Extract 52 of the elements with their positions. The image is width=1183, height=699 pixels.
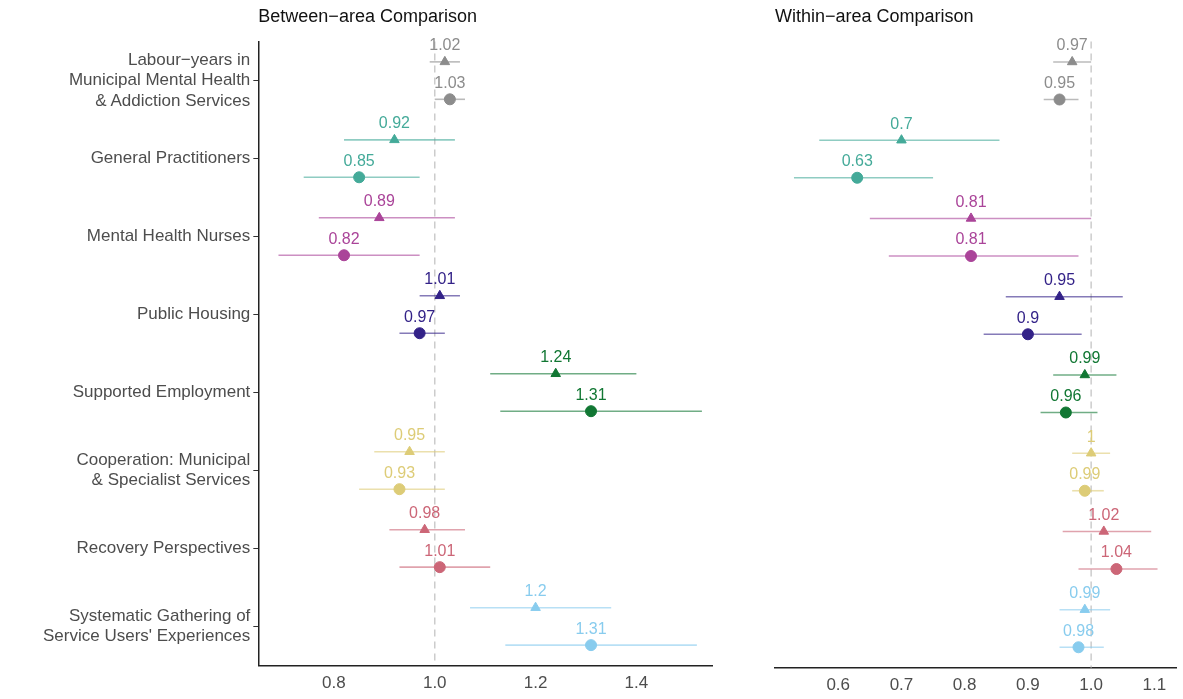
data-label: 0.92: [378, 114, 411, 132]
data-label: 0.98: [1062, 621, 1095, 639]
data-label: 1.31: [575, 619, 607, 637]
data-label: 0.98: [409, 504, 441, 522]
y-tick-label: Recovery Perspectives: [76, 538, 251, 558]
y-tick-label: Public Housing: [136, 304, 251, 324]
x-tick-label: 0.9: [1016, 675, 1040, 695]
data-label: 0.93: [383, 463, 416, 481]
data-label: 0.99: [1069, 584, 1101, 602]
data-label: 1.2: [524, 582, 547, 600]
x-tick-label: 1.4: [624, 673, 649, 693]
data-label: 0.81: [955, 230, 987, 248]
data-label: 0.96: [1050, 386, 1082, 404]
data-label: 1.31: [575, 385, 607, 403]
data-label: 0.97: [404, 307, 436, 325]
x-tick-label: 0.6: [826, 675, 851, 695]
data-label: 0.81: [955, 192, 987, 210]
y-tick-label: Cooperation: Municipal & Specialist Services: [76, 449, 251, 490]
x-tick-label: 1.0: [1079, 675, 1103, 695]
data-label: 1.01: [424, 541, 456, 559]
y-tick-label: Systematic Gathering of Service Users' Experiences: [42, 605, 251, 646]
data-label: 1.01: [424, 270, 456, 288]
y-tick-label: Mental Health Nurses: [86, 226, 251, 246]
chart-title: Within−area Comparison: [775, 5, 974, 26]
data-label: 0.97: [1056, 36, 1088, 54]
data-label: 1.02: [429, 36, 461, 54]
y-tick-label: Supported Employment: [72, 382, 251, 402]
x-tick-label: 0.8: [322, 673, 346, 693]
chart-title: Between−area Comparison: [258, 5, 477, 26]
y-tick-label: General Practitioners: [90, 148, 251, 168]
x-tick-label: 0.8: [952, 675, 977, 695]
data-label: 0.82: [328, 229, 360, 247]
y-tick-label: Labour−years in Municipal Mental Health & Addiction Services: [68, 49, 251, 110]
data-label: 0.85: [343, 151, 375, 169]
data-label: 0.89: [363, 192, 395, 210]
data-label: 0.99: [1069, 465, 1101, 483]
x-tick-label: 1.1: [1142, 675, 1167, 695]
data-label: 1.02: [1088, 505, 1120, 523]
data-label: 0.99: [1069, 349, 1101, 367]
x-tick-label: 0.7: [889, 675, 914, 695]
data-label: 1.04: [1100, 543, 1133, 561]
data-label: 1.24: [540, 348, 572, 366]
data-label: 0.7: [890, 114, 913, 132]
data-label: 1.03: [434, 73, 466, 91]
x-tick-label: 1.2: [523, 673, 548, 693]
data-label: 0.63: [841, 152, 873, 170]
data-label: 1: [1086, 427, 1096, 445]
data-label: 0.95: [1043, 73, 1076, 91]
data-label: 0.95: [393, 426, 426, 444]
x-tick-label: 1.0: [422, 673, 447, 693]
data-label: 0.95: [1043, 271, 1076, 289]
data-label: 0.9: [1016, 308, 1040, 326]
